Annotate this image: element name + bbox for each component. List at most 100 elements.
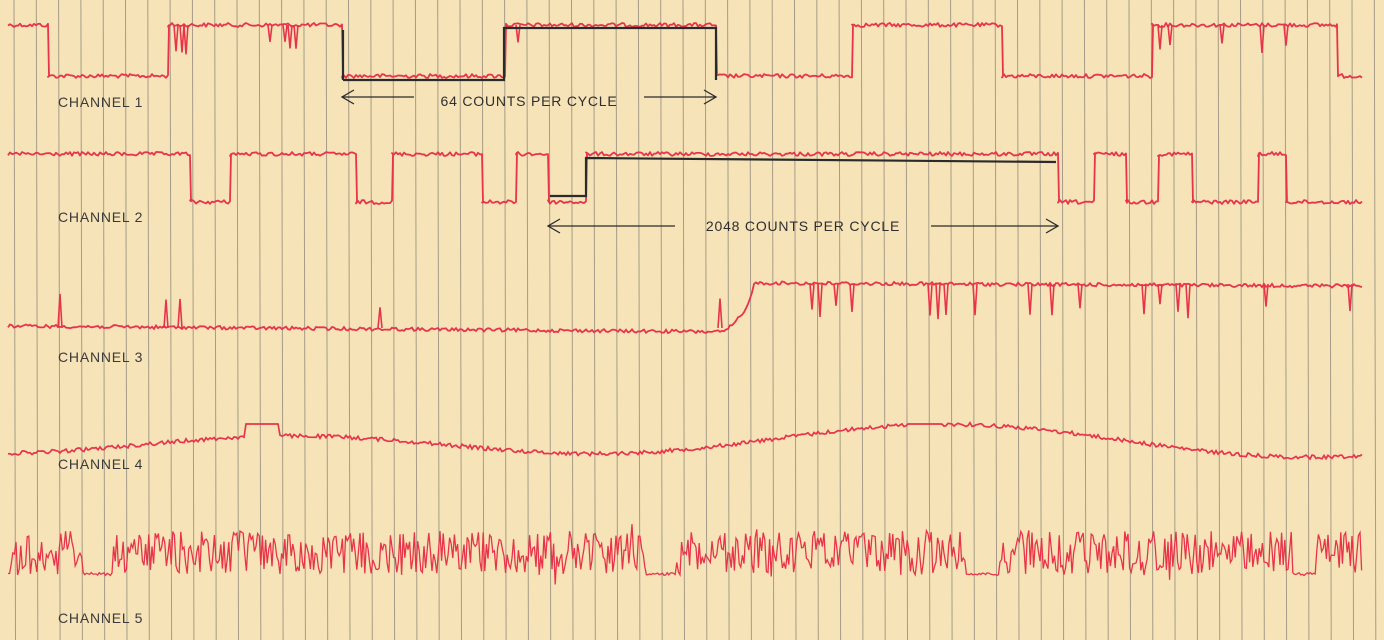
grid-line-7 xyxy=(169,0,173,640)
channel-3-spike-17 xyxy=(1157,283,1163,305)
annotations: 64 COUNTS PER CYCLE 2048 COUNTS PER CYCL… xyxy=(440,93,900,234)
channel-1-spike-11 xyxy=(1259,24,1265,54)
channel-3-spike-13 xyxy=(1027,283,1033,315)
channel-1-spike-1 xyxy=(179,24,185,53)
annotation-64-counts: 64 COUNTS PER CYCLE xyxy=(440,93,617,109)
grid-line-20 xyxy=(459,0,462,640)
channel-3-spike-8 xyxy=(849,283,855,313)
grid-line-2 xyxy=(58,0,61,640)
grid-line-53 xyxy=(1195,0,1198,640)
channel-1-spike-6 xyxy=(293,24,299,49)
grid-line-57 xyxy=(1284,0,1288,640)
channel-3-spike-19 xyxy=(1185,283,1191,319)
channel-1-spike-9 xyxy=(1167,24,1173,46)
grid-line-14 xyxy=(325,0,329,640)
channel-4-trace xyxy=(7,421,1363,461)
channel-1-spike-0 xyxy=(173,24,179,52)
channel-1-spike-3 xyxy=(267,24,273,43)
grid-line-37 xyxy=(838,0,842,640)
channel-1-cycle-ink xyxy=(341,26,718,82)
grid-line-51 xyxy=(1150,0,1154,640)
grid-lines xyxy=(13,0,1377,640)
grid-line-27 xyxy=(615,0,619,640)
channel-1-spike-5 xyxy=(287,24,293,49)
channel-3-trace xyxy=(7,280,1363,335)
grid-line-18 xyxy=(414,0,418,640)
grid-line-54 xyxy=(1217,0,1221,640)
grid-line-33 xyxy=(749,0,752,640)
grid-line-10 xyxy=(236,0,239,640)
channel-1-spike-4 xyxy=(282,24,288,42)
channel-3-spike-20 xyxy=(1263,283,1269,307)
annotation-2-arrowhead-right xyxy=(1045,218,1060,234)
channel-3-spike-18 xyxy=(1175,283,1181,312)
grid-line-29 xyxy=(660,0,663,640)
grid-line-47 xyxy=(1061,0,1065,640)
grid-line-56 xyxy=(1262,0,1265,640)
grid-line-28 xyxy=(637,0,641,640)
channel-3-spike-5 xyxy=(809,283,815,310)
channel-5-label: CHANNEL 5 xyxy=(58,610,143,626)
grid-line-16 xyxy=(370,0,373,640)
grid-line-52 xyxy=(1173,0,1176,640)
grid-line-9 xyxy=(214,0,217,640)
grid-line-50 xyxy=(1128,0,1131,640)
grid-line-1 xyxy=(35,0,39,640)
channel-3-spike-15 xyxy=(1077,283,1083,309)
channel-3-label: CHANNEL 3 xyxy=(58,349,143,365)
grid-line-38 xyxy=(860,0,864,640)
grid-line-11 xyxy=(258,0,262,640)
grid-line-42 xyxy=(950,0,953,640)
grid-line-35 xyxy=(794,0,797,640)
channel-1-spike-12 xyxy=(1283,24,1289,46)
grid-line-5 xyxy=(125,0,128,640)
grid-line-30 xyxy=(682,0,685,640)
grid-line-39 xyxy=(883,0,886,640)
channel-3-spike-11 xyxy=(943,283,949,316)
grid-line-48 xyxy=(1083,0,1087,640)
channel-3-spike-6 xyxy=(817,283,823,317)
traces xyxy=(7,22,1363,585)
grid-line-36 xyxy=(816,0,819,640)
annotation-2048-counts: 2048 COUNTS PER CYCLE xyxy=(706,218,900,234)
grid-line-25 xyxy=(571,0,574,640)
channel-3-spike-3 xyxy=(377,307,383,329)
channel-2-label: CHANNEL 2 xyxy=(58,209,143,225)
channel-3-spike-4 xyxy=(717,298,723,329)
grid-line-32 xyxy=(727,0,730,640)
grid-line-61 xyxy=(1373,0,1377,640)
grid-line-41 xyxy=(927,0,931,640)
grid-line-15 xyxy=(348,0,351,640)
grid-line-46 xyxy=(1039,0,1042,640)
annotation-1-arrowhead-left xyxy=(340,89,355,105)
channel-3-spike-2 xyxy=(177,298,183,329)
grid-line-40 xyxy=(905,0,908,640)
channel-3-spike-9 xyxy=(927,283,933,316)
channel-1-spike-2 xyxy=(183,24,189,55)
channel-3-spike-14 xyxy=(1049,283,1055,316)
grid-line-58 xyxy=(1306,0,1310,640)
channel-2-trace xyxy=(7,151,1363,205)
grid-line-31 xyxy=(704,0,708,640)
grid-line-4 xyxy=(102,0,106,640)
annotation-1-arrowhead-right xyxy=(703,89,718,105)
channel-3-spike-10 xyxy=(935,283,941,320)
grid-line-34 xyxy=(771,0,775,640)
grid-line-60 xyxy=(1351,0,1354,640)
channel-3-spike-0 xyxy=(57,293,63,329)
channel-2-cycle-ink xyxy=(550,156,1057,198)
grid-line-49 xyxy=(1106,0,1109,640)
channel-4-label: CHANNEL 4 xyxy=(58,456,143,472)
grid-line-45 xyxy=(1017,0,1020,640)
channel-3-spike-1 xyxy=(163,299,169,329)
grid-line-59 xyxy=(1329,0,1332,640)
grid-line-3 xyxy=(80,0,83,640)
grid-line-44 xyxy=(994,0,998,640)
channel-3-spike-12 xyxy=(972,283,978,316)
grid-line-12 xyxy=(281,0,284,640)
channel-3-spike-21 xyxy=(1347,283,1353,312)
grid-line-43 xyxy=(972,0,975,640)
markings xyxy=(340,26,1060,234)
